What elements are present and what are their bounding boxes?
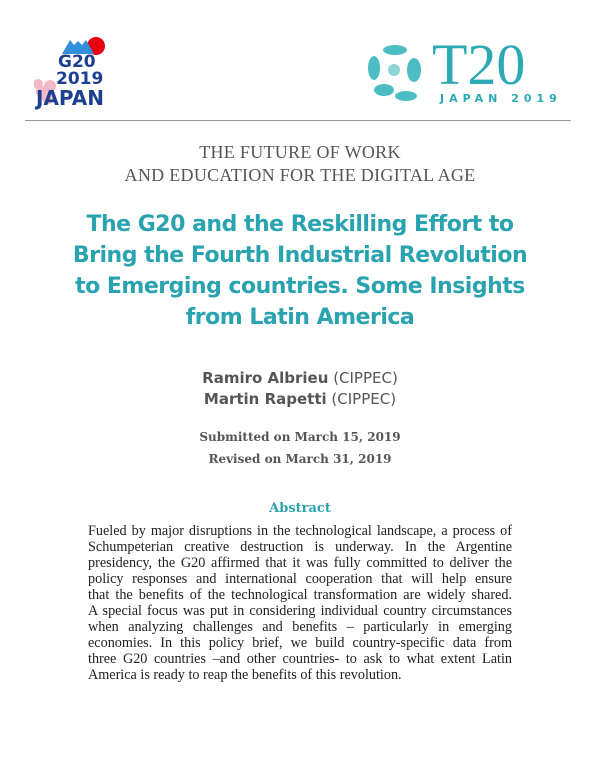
flower-emblem-icon (368, 45, 421, 101)
abstract-line: Fueled by major disruptions in the techn… (88, 523, 512, 539)
abstract-line: America is ready to reap the benefits of… (88, 667, 402, 683)
abstract-line: economies. In this policy brief, we buil… (88, 635, 512, 651)
abstract-body: Fueled by major disruptions in the techn… (88, 523, 512, 683)
abstract-line: Schumpeterian creative destruction is un… (88, 539, 512, 555)
abstract-line: that the benefits of the technological t… (88, 587, 512, 603)
abstract-line: policy responses and international coope… (88, 571, 512, 587)
header-divider (25, 120, 571, 121)
abstract-line: when analyzing challenges and benefits –… (88, 619, 512, 635)
t20-mark: T20 (432, 32, 526, 97)
abstract-line: three G20 countries –and other countries… (88, 651, 512, 667)
series-title-line-1: THE FUTURE OF WORK (199, 142, 401, 162)
t20-subtitle: JAPAN 2019 (440, 92, 562, 105)
revised-date: Revised on March 31, 2019 (208, 452, 392, 466)
abstract-heading: Abstract (269, 501, 331, 516)
paper-title-line-3: to Emerging countries. Some Insights (75, 274, 525, 299)
author-1: Ramiro Albrieu (CIPPEC) (0, 369, 600, 387)
paper-title-line-1: The G20 and the Reskilling Effort to (86, 212, 514, 237)
g20-text: G20 (58, 52, 96, 72)
author-2: Martin Rapetti (CIPPEC) (0, 390, 600, 408)
author-affiliation: (CIPPEC) (331, 390, 397, 408)
abstract-line: presidency, the G20 affirmed that it was… (88, 555, 512, 571)
author-name: Ramiro Albrieu (202, 369, 329, 387)
series-title-line-2: AND EDUCATION FOR THE DIGITAL AGE (124, 165, 476, 185)
year-text: 2019 (56, 69, 104, 89)
author-name: Martin Rapetti (203, 390, 327, 408)
submitted-date: Submitted on March 15, 2019 (199, 430, 401, 444)
japan-text: JAPAN (36, 86, 104, 110)
author-affiliation: (CIPPEC) (333, 369, 398, 387)
paper-title-line-4: from Latin America (185, 305, 415, 330)
g20-japan-logo: G20 2019 JAPAN (34, 36, 124, 110)
t20-japan-logo: T20 JAPAN 2019 (362, 36, 572, 110)
mount-fuji-sun-icon (34, 37, 105, 104)
abstract-line: A special focus was put in considering i… (88, 603, 512, 619)
paper-title-line-2: Bring the Fourth Industrial Revolution (72, 243, 528, 268)
